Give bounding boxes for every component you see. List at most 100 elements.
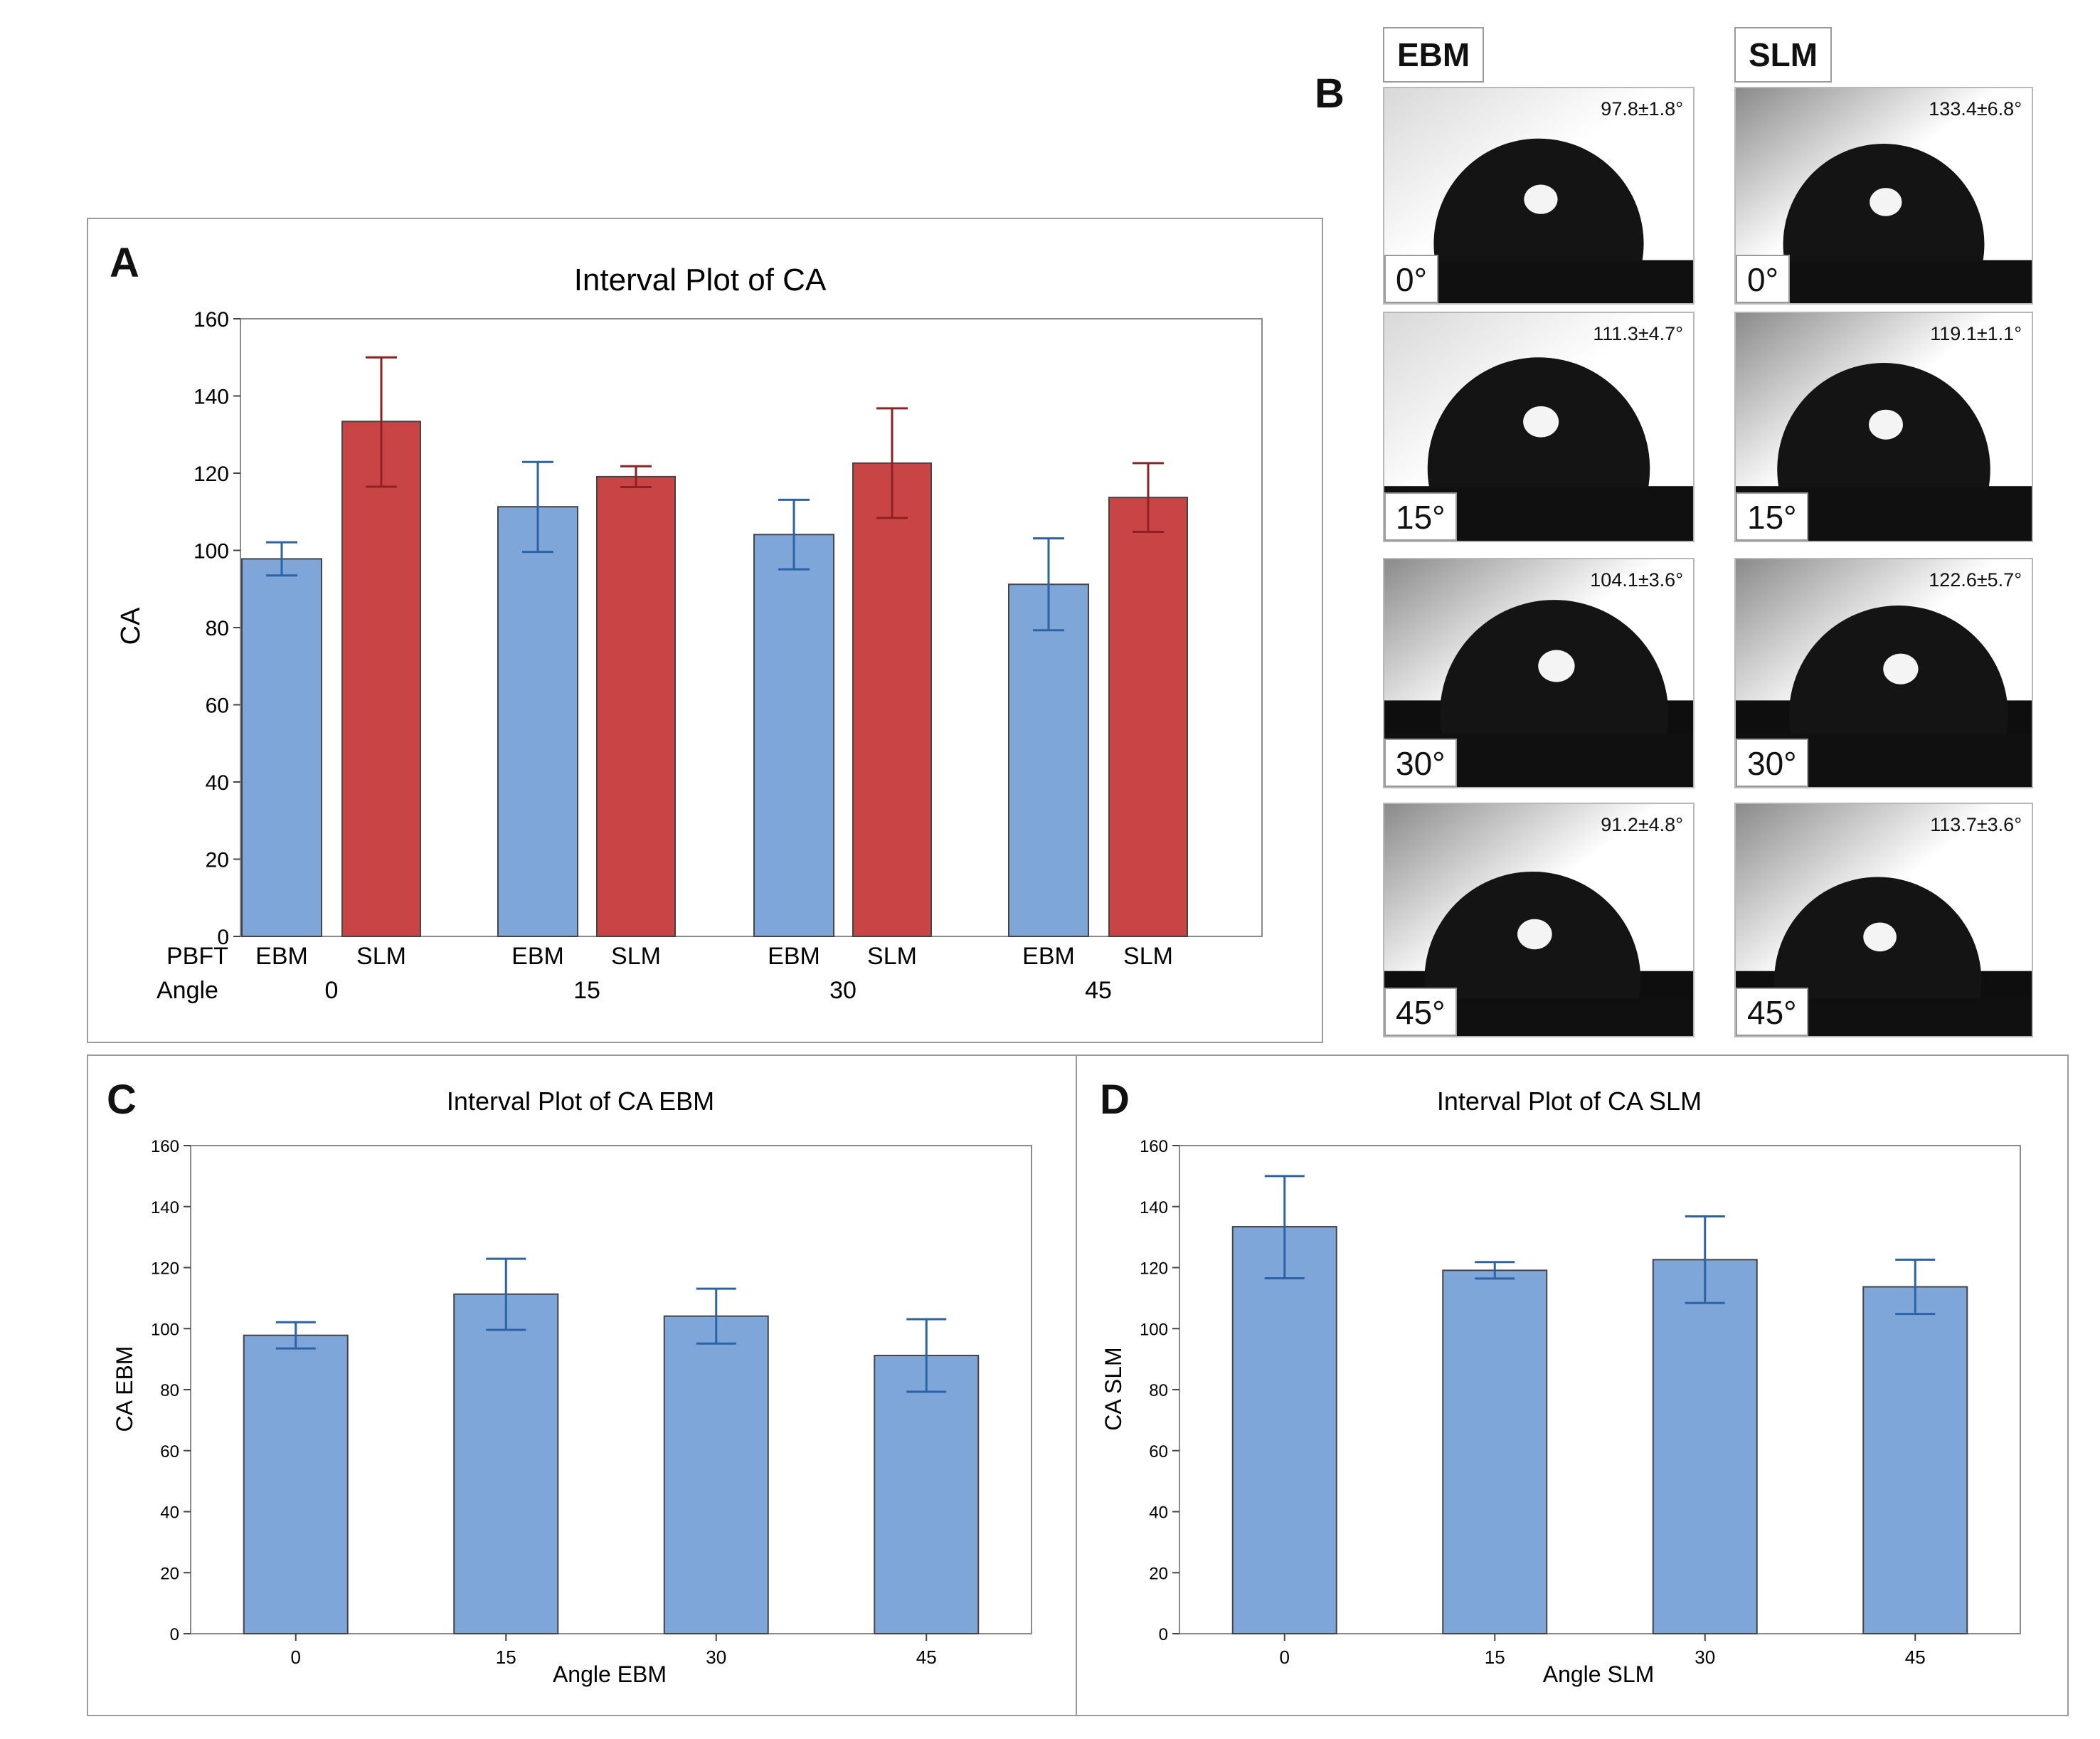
droplet-photo	[1384, 313, 1693, 541]
build-angle-label: 15°	[1736, 492, 1808, 541]
chart-a-angle-label: 45	[1085, 977, 1112, 1004]
chart-c-ytick-label: 80	[160, 1381, 179, 1400]
chart-a-bar	[341, 421, 421, 937]
slm-droplet-image: 113.7±3.6° 45°	[1734, 803, 2033, 1037]
chart-c: Interval Plot of CA EBM Angle EBM CA EBM…	[112, 1087, 1032, 1687]
chart-c-ytick-label: 100	[151, 1320, 179, 1339]
panel-letter-a: A	[110, 240, 139, 286]
chart-d-bar	[1231, 1226, 1337, 1635]
ebm-droplet-image: 111.3±4.7° 15°	[1383, 312, 1695, 542]
chart-c-title: Interval Plot of CA EBM	[447, 1087, 714, 1116]
slm-column-header: SLM	[1734, 27, 1833, 83]
chart-a-bar	[1008, 583, 1089, 937]
chart-d-ytick-label: 80	[1149, 1381, 1168, 1400]
ebm-droplet-image: 91.2±4.8° 45°	[1383, 803, 1695, 1037]
chart-a-ytick-label: 0	[217, 926, 229, 949]
panel-letter-b: B	[1315, 70, 1345, 117]
chart-a-bar	[596, 475, 676, 937]
chart-a-pbft-label: EBM	[1022, 943, 1075, 970]
chart-d-ytick-label: 40	[1149, 1503, 1168, 1523]
chart-a-row-pbft: PBFT	[166, 943, 228, 970]
contact-angle-value: 113.7±3.6°	[1930, 814, 2022, 835]
chart-a-ytick-label: 80	[206, 617, 229, 640]
chart-d-ylabel: CA SLM	[1101, 1347, 1126, 1430]
panel-a: A Interval Plot of CA CA PBFT Angle 0 20 4…	[87, 218, 1323, 1043]
chart-a-angle-label: 0	[325, 977, 339, 1004]
chart-c-bar	[874, 1354, 980, 1634]
contact-angle-value: 111.3±4.7°	[1593, 323, 1683, 344]
chart-c-bar	[663, 1315, 769, 1634]
ebm-droplet-image: 97.8±1.8° 0°	[1383, 87, 1695, 305]
chart-d-bar	[1652, 1259, 1758, 1635]
chart-c-xlabel: Angle EBM	[553, 1661, 667, 1687]
chart-d-bar	[1862, 1286, 1968, 1634]
chart-a-row-angle: Angle	[157, 977, 218, 1004]
panel-letter-d: D	[1100, 1077, 1130, 1123]
slm-droplet-image: 119.1±1.1° 15°	[1734, 312, 2033, 542]
chart-a-ytick-label: 40	[206, 771, 229, 795]
contact-angle-value: 133.4±6.8°	[1929, 98, 2022, 120]
panel-letter-c: C	[107, 1077, 137, 1123]
chart-a-ytick-label: 120	[193, 462, 229, 486]
chart-a-pbft-label: SLM	[867, 943, 917, 970]
chart-a: Interval Plot of CA CA PBFT Angle 0 20 40 6…	[116, 263, 1263, 1004]
chart-d-ytick-label: 0	[1159, 1625, 1168, 1644]
chart-d-xtick-label: 30	[1695, 1646, 1715, 1668]
chart-a-title: Interval Plot of CA	[574, 263, 827, 297]
build-angle-label: 15°	[1384, 492, 1457, 541]
chart-a-bar	[1108, 497, 1188, 937]
chart-d-ytick-label: 160	[1140, 1137, 1168, 1156]
build-angle-label: 0°	[1384, 255, 1438, 303]
chart-a-ytick-label: 100	[193, 540, 229, 564]
chart-c-xtick-label: 0	[291, 1646, 301, 1668]
chart-d: Interval Plot of CA SLM Angle SLM CA SLM…	[1101, 1087, 2021, 1687]
chart-d-title: Interval Plot of CA SLM	[1437, 1087, 1702, 1116]
contact-angle-value: 97.8±1.8°	[1601, 98, 1683, 120]
contact-angle-value: 104.1±3.6°	[1590, 569, 1683, 591]
chart-a-ylabel: CA	[116, 607, 146, 645]
build-angle-label: 45°	[1736, 988, 1808, 1036]
build-angle-label: 0°	[1736, 255, 1790, 303]
chart-d-xlabel: Angle SLM	[1543, 1661, 1655, 1687]
chart-a-angle-label: 15	[573, 977, 600, 1004]
chart-c-ylabel: CA EBM	[112, 1346, 137, 1432]
chart-a-pbft-label: EBM	[255, 943, 308, 970]
chart-c-ytick-label: 40	[160, 1503, 179, 1523]
chart-a-angle-label: 30	[829, 977, 857, 1004]
chart-c-ytick-label: 140	[151, 1198, 179, 1217]
chart-d-ytick-label: 20	[1149, 1564, 1168, 1583]
chart-c-xtick-label: 30	[706, 1646, 726, 1668]
chart-d-xtick-label: 45	[1905, 1646, 1926, 1668]
build-angle-label: 45°	[1384, 988, 1457, 1036]
panel-c: C Interval Plot of CA EBM Angle EBM CA E…	[88, 1056, 1076, 1715]
chart-a-pbft-label: SLM	[1123, 943, 1173, 970]
chart-d-xtick-label: 0	[1280, 1646, 1290, 1668]
contact-angle-value: 122.6±5.7°	[1929, 569, 2022, 591]
chart-c-ytick-label: 160	[151, 1137, 179, 1156]
chart-c-xtick-label: 15	[496, 1646, 516, 1668]
build-angle-label: 30°	[1736, 739, 1808, 787]
chart-a-ytick-label: 160	[193, 308, 229, 332]
chart-d-ytick-label: 60	[1149, 1442, 1168, 1462]
chart-d-ytick-label: 120	[1140, 1259, 1168, 1279]
chart-d-xtick-label: 15	[1485, 1646, 1505, 1668]
chart-a-pbft-label: SLM	[356, 943, 406, 970]
chart-c-ytick-label: 60	[160, 1442, 179, 1462]
chart-a-pbft-label: EBM	[511, 943, 564, 970]
contact-angle-value: 91.2±4.8°	[1601, 814, 1683, 835]
chart-a-bar	[753, 534, 834, 937]
chart-a-bar	[497, 506, 578, 937]
chart-c-bar	[453, 1293, 559, 1634]
chart-d-ytick-label: 100	[1140, 1320, 1168, 1339]
ebm-column-header: EBM	[1383, 27, 1485, 83]
chart-d-ytick-label: 140	[1140, 1198, 1168, 1217]
contact-angle-value: 119.1±1.1°	[1930, 323, 2022, 344]
panel-divider	[1076, 1056, 1077, 1715]
chart-a-bar	[852, 462, 932, 937]
panel-d: D Interval Plot of CA SLM Angle SLM CA S…	[1077, 1056, 2067, 1715]
chart-c-ytick-label: 120	[151, 1259, 179, 1279]
chart-c-ytick-label: 20	[160, 1564, 179, 1583]
chart-a-bar	[241, 558, 322, 937]
ebm-droplet-image: 104.1±3.6° 30°	[1383, 558, 1695, 788]
chart-a-ytick-label: 140	[193, 386, 229, 409]
